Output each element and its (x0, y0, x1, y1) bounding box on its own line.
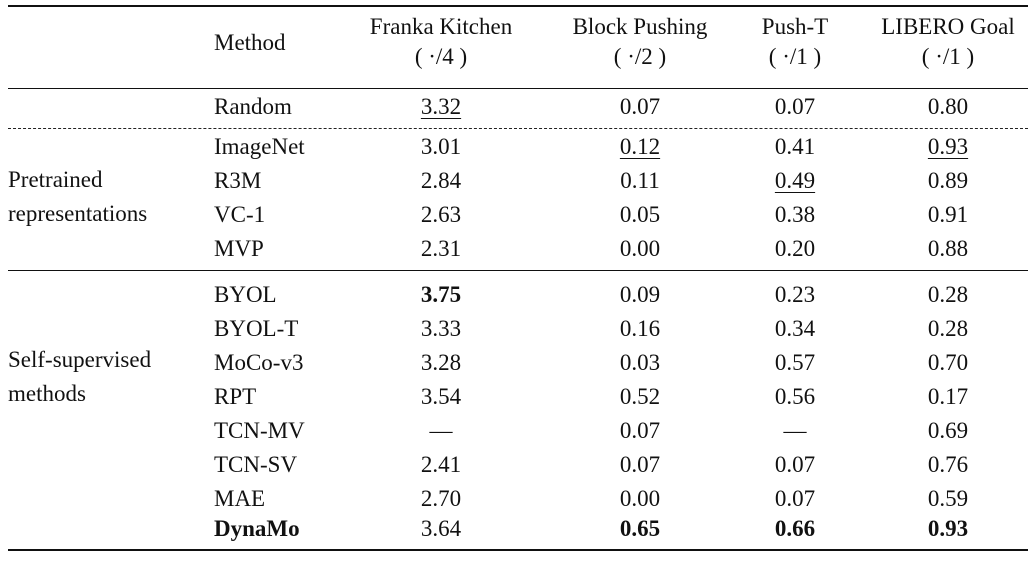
table-cell-pusht: 0.66 (774, 516, 816, 541)
header-franka-kitchen: Franka Kitchen ( ·/4 ) (370, 12, 512, 72)
table-cell-libero: 0.80 (927, 94, 969, 119)
table-row-method: TCN-MV (214, 418, 305, 443)
table-row-method: MoCo-v3 (214, 350, 304, 375)
table-row-method: MAE (214, 486, 266, 511)
table-row-method: Random (214, 94, 292, 119)
pretrained-bottom-rule (8, 270, 1028, 271)
header-libero-goal-title: LIBERO Goal (881, 14, 1015, 39)
table-cell-pusht: 0.20 (774, 236, 816, 261)
table-row-method: BYOL-T (214, 316, 299, 341)
header-push-t: Push-T ( ·/1 ) (762, 12, 828, 72)
group-label-pretrained-line2: representations (8, 201, 148, 226)
table-row-method: RPT (214, 384, 257, 409)
table-cell-franka: 2.84 (420, 168, 462, 193)
group-label-pretrained: Pretrained representations (8, 163, 147, 231)
header-bottom-rule (8, 88, 1028, 89)
table-cell-libero: 0.93 (927, 516, 969, 541)
table-cell-franka: 3.32 (420, 94, 462, 119)
table-cell-block: 0.07 (619, 452, 661, 477)
table-cell-franka: 2.70 (420, 486, 462, 511)
table-row-method: ImageNet (214, 134, 305, 159)
table-cell-libero: 0.28 (927, 316, 969, 341)
header-franka-kitchen-title: Franka Kitchen (369, 14, 513, 39)
table-cell-franka: 3.28 (420, 350, 462, 375)
table-cell-block: 0.03 (619, 350, 661, 375)
header-block-pushing-sub: ( ·/2 ) (613, 44, 667, 69)
table-row-method: DynaMo (214, 516, 300, 541)
group-label-selfsup: Self-supervised methods (8, 343, 151, 411)
table-cell-libero: 0.59 (927, 486, 969, 511)
table-cell-pusht: 0.49 (774, 168, 816, 193)
random-separator-rule (8, 128, 1028, 129)
table-cell-libero: 0.93 (927, 134, 969, 159)
table-cell-block: 0.16 (619, 316, 661, 341)
table-cell-pusht: 0.41 (774, 134, 816, 159)
header-block-pushing: Block Pushing ( ·/2 ) (573, 12, 708, 72)
table-cell-pusht: — (783, 418, 807, 443)
table-cell-franka: 3.33 (420, 316, 462, 341)
table-cell-block: 0.00 (619, 486, 661, 511)
table-cell-franka: — (429, 418, 453, 443)
header-libero-goal-sub: ( ·/1 ) (921, 44, 975, 69)
group-label-pretrained-line1: Pretrained (8, 167, 103, 192)
table-cell-libero: 0.76 (927, 452, 969, 477)
header-method: Method (214, 30, 286, 55)
table-cell-libero: 0.69 (927, 418, 969, 443)
table-cell-pusht: 0.07 (774, 452, 816, 477)
header-push-t-title: Push-T (761, 14, 829, 39)
table-cell-block: 0.11 (620, 168, 660, 193)
table-cell-franka: 2.31 (420, 236, 462, 261)
table-cell-pusht: 0.34 (774, 316, 816, 341)
table-cell-franka: 2.41 (420, 452, 462, 477)
table-cell-block: 0.05 (619, 202, 661, 227)
table-cell-franka: 3.01 (420, 134, 462, 159)
group-label-selfsup-line2: methods (8, 381, 86, 406)
table-cell-libero: 0.17 (927, 384, 969, 409)
table-cell-block: 0.07 (619, 418, 661, 443)
group-label-selfsup-line1: Self-supervised (8, 347, 152, 372)
table-cell-libero: 0.70 (927, 350, 969, 375)
table-row-method: R3M (214, 168, 262, 193)
table-cell-block: 0.12 (619, 134, 661, 159)
table-cell-pusht: 0.38 (774, 202, 816, 227)
table-cell-block: 0.09 (619, 282, 661, 307)
table-row-method: VC-1 (214, 202, 266, 227)
table-cell-pusht: 0.56 (774, 384, 816, 409)
table-cell-pusht: 0.07 (774, 486, 816, 511)
table-cell-pusht: 0.23 (774, 282, 816, 307)
table-bottom-rule (8, 549, 1028, 551)
header-franka-kitchen-sub: ( ·/4 ) (414, 44, 468, 69)
table-cell-franka: 3.54 (420, 384, 462, 409)
table-row-method: TCN-SV (214, 452, 298, 477)
table-cell-franka: 3.75 (420, 282, 462, 307)
header-push-t-sub: ( ·/1 ) (768, 44, 822, 69)
table-cell-block: 0.00 (619, 236, 661, 261)
table-cell-pusht: 0.07 (774, 94, 816, 119)
header-block-pushing-title: Block Pushing (572, 14, 708, 39)
table-cell-block: 0.65 (619, 516, 661, 541)
table-row-method: MVP (214, 236, 264, 261)
table-row-method: BYOL (214, 282, 277, 307)
table-cell-libero: 0.88 (927, 236, 969, 261)
table-cell-libero: 0.91 (927, 202, 969, 227)
table-cell-franka: 2.63 (420, 202, 462, 227)
table-cell-libero: 0.28 (927, 282, 969, 307)
table-cell-franka: 3.64 (420, 516, 462, 541)
table-cell-block: 0.52 (619, 384, 661, 409)
table-cell-libero: 0.89 (927, 168, 969, 193)
table-top-rule (8, 5, 1028, 7)
table-cell-block: 0.07 (619, 94, 661, 119)
table-cell-pusht: 0.57 (774, 350, 816, 375)
header-libero-goal: LIBERO Goal ( ·/1 ) (881, 12, 1015, 72)
